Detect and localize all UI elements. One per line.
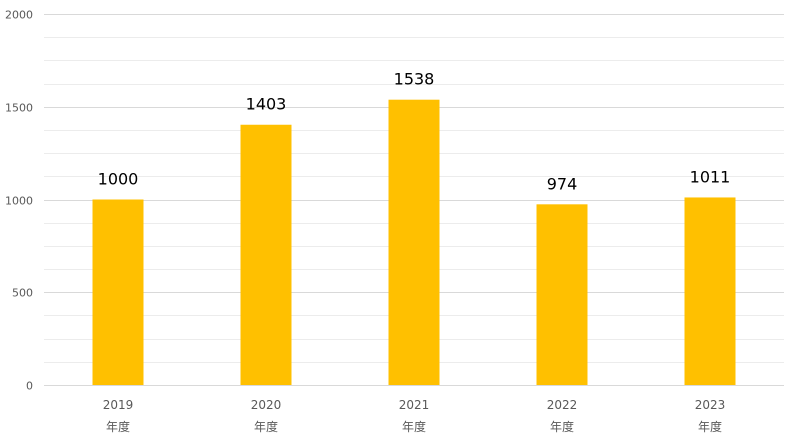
x-tick-label-year: 2020 — [251, 398, 282, 412]
x-tick-label-unit: 年度 — [254, 419, 278, 434]
y-tick-label: 1500 — [5, 102, 33, 115]
bars — [92, 99, 736, 386]
data-label: 1403 — [246, 95, 287, 114]
bar — [92, 199, 144, 385]
x-tick-label-unit: 年度 — [698, 419, 722, 434]
bar — [388, 99, 440, 386]
data-label: 1000 — [98, 170, 139, 189]
x-tick-label-unit: 年度 — [402, 419, 426, 434]
x-axis: 2019 年度 2020 年度 2021 年度 2022 年度 2023 年度 — [103, 398, 726, 434]
x-tick-label-unit: 年度 — [550, 419, 574, 434]
y-axis: 0 500 1000 1500 2000 — [5, 9, 33, 393]
bar — [240, 124, 292, 385]
data-label: 974 — [547, 174, 578, 193]
y-tick-label: 1000 — [5, 195, 33, 208]
x-tick-label-year: 2023 — [695, 398, 726, 412]
y-tick-label: 2000 — [5, 9, 33, 22]
data-label: 1538 — [394, 70, 435, 89]
y-tick-label: 500 — [12, 287, 33, 300]
data-label: 1011 — [690, 167, 731, 186]
bar — [536, 204, 588, 385]
x-tick-label-year: 2022 — [547, 398, 578, 412]
data-labels: 1000 1403 1538 974 1011 — [98, 70, 731, 194]
x-tick-label-year: 2019 — [103, 398, 134, 412]
bar — [684, 197, 736, 385]
x-tick-label-unit: 年度 — [106, 419, 130, 434]
y-tick-label: 0 — [26, 380, 33, 393]
x-tick-label-year: 2021 — [399, 398, 430, 412]
